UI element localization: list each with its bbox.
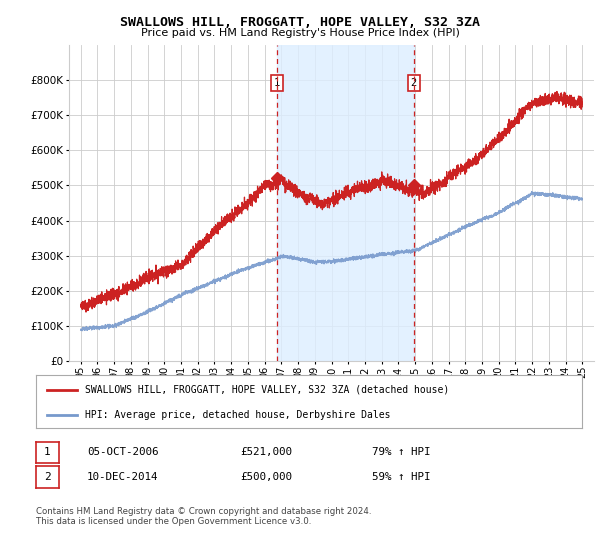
Text: 2: 2	[410, 78, 417, 88]
Text: SWALLOWS HILL, FROGGATT, HOPE VALLEY, S32 3ZA: SWALLOWS HILL, FROGGATT, HOPE VALLEY, S3…	[120, 16, 480, 29]
Text: 10-DEC-2014: 10-DEC-2014	[87, 472, 158, 482]
Text: 2: 2	[44, 472, 51, 482]
Text: 05-OCT-2006: 05-OCT-2006	[87, 447, 158, 458]
Text: 1: 1	[44, 447, 51, 458]
Text: 79% ↑ HPI: 79% ↑ HPI	[372, 447, 431, 458]
Text: 59% ↑ HPI: 59% ↑ HPI	[372, 472, 431, 482]
Text: Contains HM Land Registry data © Crown copyright and database right 2024.
This d: Contains HM Land Registry data © Crown c…	[36, 507, 371, 526]
Text: £521,000: £521,000	[240, 447, 292, 458]
Text: HPI: Average price, detached house, Derbyshire Dales: HPI: Average price, detached house, Derb…	[85, 410, 391, 420]
Bar	[277, 45, 414, 361]
Text: SWALLOWS HILL, FROGGATT, HOPE VALLEY, S32 3ZA (detached house): SWALLOWS HILL, FROGGATT, HOPE VALLEY, S3…	[85, 385, 449, 395]
Text: £500,000: £500,000	[240, 472, 292, 482]
Text: Price paid vs. HM Land Registry's House Price Index (HPI): Price paid vs. HM Land Registry's House …	[140, 28, 460, 38]
Text: 1: 1	[274, 78, 280, 88]
